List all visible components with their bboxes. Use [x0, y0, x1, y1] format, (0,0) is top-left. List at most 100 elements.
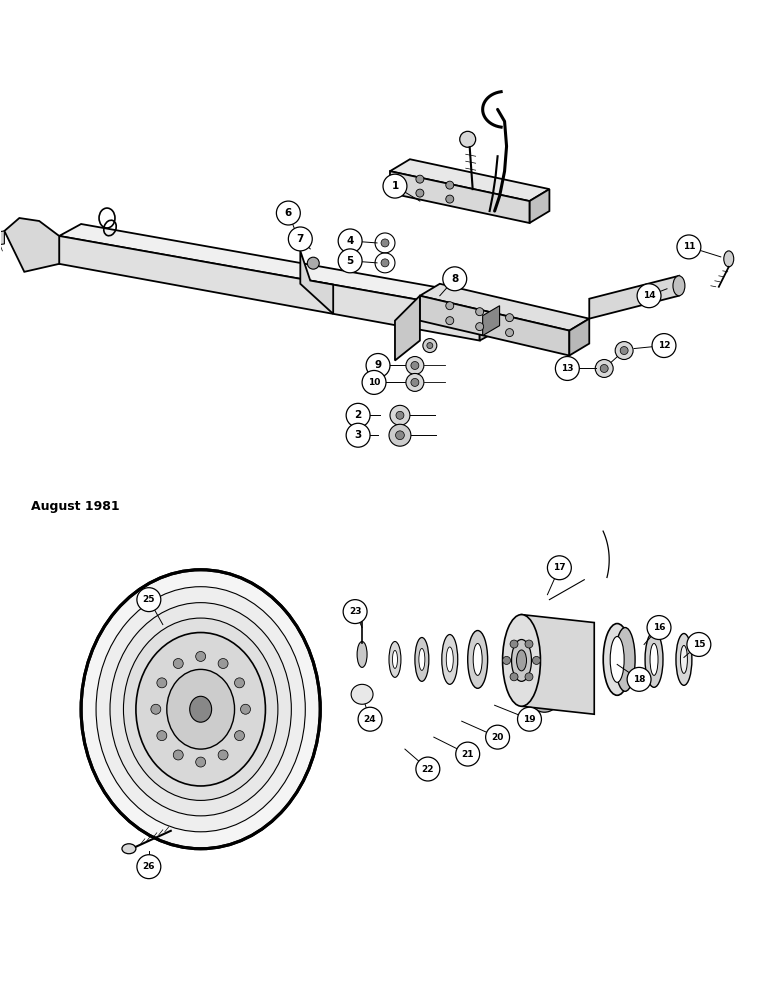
Circle shape [235, 678, 245, 688]
Circle shape [137, 855, 161, 879]
Circle shape [381, 259, 389, 267]
Text: 10: 10 [367, 378, 381, 387]
Ellipse shape [190, 696, 212, 722]
Circle shape [366, 354, 390, 377]
Text: 17: 17 [553, 563, 566, 572]
Polygon shape [390, 171, 530, 223]
Polygon shape [59, 224, 502, 311]
Circle shape [510, 640, 518, 648]
Circle shape [533, 656, 540, 664]
Circle shape [525, 640, 533, 648]
Circle shape [346, 403, 370, 427]
Ellipse shape [415, 638, 428, 681]
Circle shape [307, 257, 320, 269]
Ellipse shape [516, 650, 527, 671]
Circle shape [416, 189, 424, 197]
Ellipse shape [122, 844, 136, 854]
Circle shape [344, 600, 367, 624]
Ellipse shape [603, 624, 631, 695]
Ellipse shape [615, 628, 635, 691]
Circle shape [137, 588, 161, 612]
Circle shape [396, 411, 404, 419]
Text: 3: 3 [354, 430, 362, 440]
Ellipse shape [503, 615, 540, 706]
Polygon shape [5, 218, 59, 272]
Circle shape [506, 329, 513, 337]
Circle shape [486, 725, 510, 749]
Polygon shape [59, 236, 479, 341]
Ellipse shape [351, 684, 373, 704]
Circle shape [687, 633, 711, 656]
Polygon shape [420, 296, 569, 356]
Text: 23: 23 [349, 607, 361, 616]
Text: 24: 24 [364, 715, 377, 724]
Circle shape [620, 347, 628, 355]
Text: 20: 20 [492, 733, 504, 742]
Circle shape [173, 659, 183, 668]
Circle shape [555, 357, 579, 380]
Text: 13: 13 [561, 364, 574, 373]
Circle shape [195, 651, 205, 661]
Circle shape [510, 673, 518, 681]
Circle shape [525, 673, 533, 681]
Circle shape [289, 227, 312, 251]
Circle shape [517, 707, 541, 731]
Text: 22: 22 [422, 765, 434, 774]
Circle shape [445, 181, 454, 189]
Circle shape [677, 235, 701, 259]
Ellipse shape [512, 639, 531, 681]
Circle shape [443, 267, 467, 291]
Ellipse shape [357, 641, 367, 667]
Polygon shape [530, 189, 550, 223]
Circle shape [173, 750, 183, 760]
Circle shape [423, 339, 437, 353]
Ellipse shape [442, 635, 458, 684]
Polygon shape [479, 299, 502, 341]
Circle shape [241, 704, 250, 714]
Ellipse shape [124, 618, 278, 800]
Circle shape [476, 323, 483, 331]
Circle shape [652, 334, 676, 358]
Ellipse shape [446, 647, 453, 672]
Circle shape [427, 343, 433, 349]
Text: 5: 5 [347, 256, 354, 266]
Circle shape [390, 405, 410, 425]
Ellipse shape [110, 603, 291, 816]
Ellipse shape [520, 623, 569, 712]
Ellipse shape [610, 637, 624, 682]
Circle shape [595, 360, 613, 377]
Circle shape [157, 678, 167, 688]
Circle shape [647, 616, 671, 639]
Text: 26: 26 [143, 862, 155, 871]
Polygon shape [0, 231, 5, 251]
Text: August 1981: August 1981 [32, 500, 120, 513]
Ellipse shape [419, 648, 425, 670]
Text: 4: 4 [347, 236, 354, 246]
Circle shape [547, 556, 571, 580]
Circle shape [338, 229, 362, 253]
Circle shape [151, 704, 161, 714]
Text: 21: 21 [462, 750, 474, 759]
Polygon shape [482, 306, 499, 336]
Ellipse shape [680, 645, 687, 673]
Circle shape [389, 424, 411, 446]
Circle shape [416, 757, 440, 781]
Ellipse shape [136, 633, 266, 786]
Text: 8: 8 [451, 274, 459, 284]
Circle shape [195, 757, 205, 767]
Polygon shape [395, 296, 420, 361]
Circle shape [476, 308, 483, 316]
Ellipse shape [96, 587, 305, 832]
Circle shape [358, 707, 382, 731]
Circle shape [346, 423, 370, 447]
Ellipse shape [676, 634, 692, 685]
Polygon shape [589, 276, 679, 319]
Circle shape [615, 342, 633, 360]
Text: 2: 2 [354, 410, 362, 420]
Circle shape [218, 659, 228, 668]
Circle shape [218, 750, 228, 760]
Ellipse shape [468, 631, 488, 688]
Circle shape [445, 317, 454, 325]
Circle shape [411, 378, 419, 386]
Text: 16: 16 [653, 623, 665, 632]
